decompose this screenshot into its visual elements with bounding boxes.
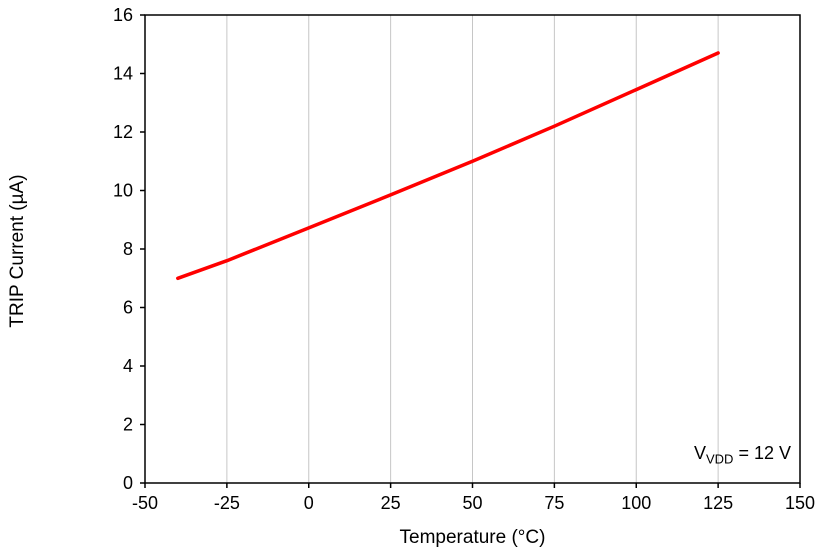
y-tick-label: 0 [123, 473, 133, 493]
x-tick-label: 150 [785, 493, 815, 513]
x-tick-label: -25 [214, 493, 240, 513]
vdd-condition-annotation: VVDD = 12 V [694, 443, 791, 467]
x-tick-label: 50 [462, 493, 482, 513]
x-tick-label: -50 [132, 493, 158, 513]
y-axis-label: TRIP Current (µA) [7, 174, 28, 328]
y-tick-label: 14 [113, 64, 133, 84]
y-tick-label: 12 [113, 122, 133, 142]
x-tick-label: 125 [703, 493, 733, 513]
annotation-subscript: VDD [706, 451, 734, 467]
annotation-value: = 12 V [733, 443, 791, 463]
x-axis-label: Temperature (°C) [399, 527, 546, 548]
y-tick-label: 10 [113, 181, 133, 201]
trip-current-line [176, 51, 720, 281]
x-tick-label: 75 [544, 493, 564, 513]
x-tick-label: 25 [381, 493, 401, 513]
x-tick-label: 100 [621, 493, 651, 513]
y-tick-label: 4 [123, 356, 133, 376]
y-tick-label: 16 [113, 5, 133, 25]
y-tick-label: 2 [123, 415, 133, 435]
y-tick-label: 8 [123, 239, 133, 259]
y-tick-label: 6 [123, 298, 133, 318]
x-tick-label: 0 [304, 493, 314, 513]
annotation-symbol: V [693, 443, 706, 463]
